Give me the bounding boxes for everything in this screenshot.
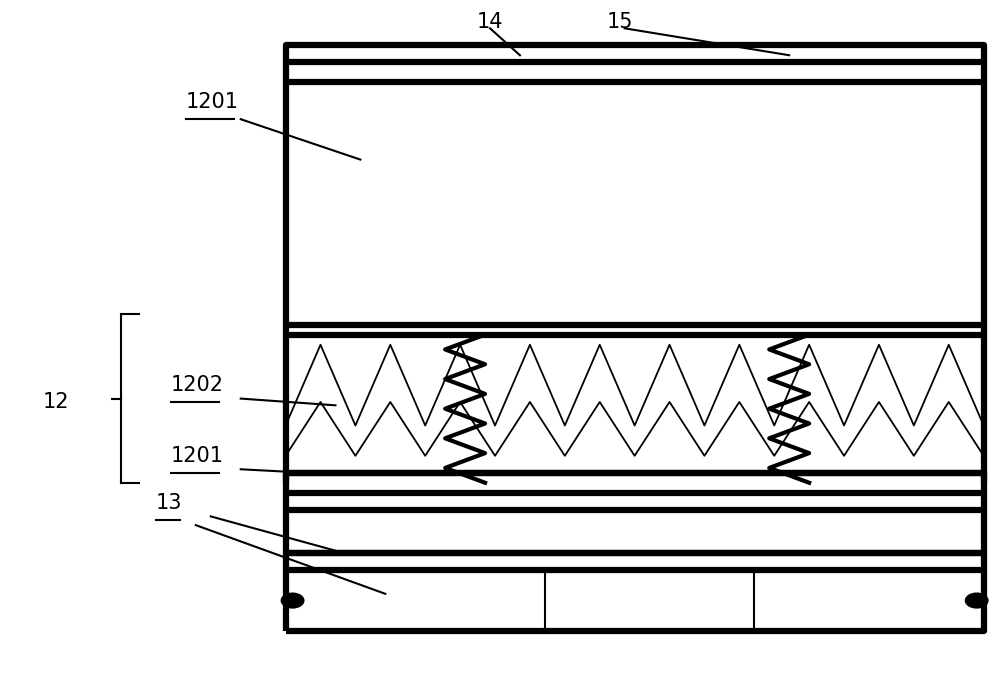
Text: 1201: 1201 bbox=[186, 93, 239, 112]
Text: 1202: 1202 bbox=[171, 375, 224, 395]
Text: 15: 15 bbox=[606, 11, 633, 32]
Text: 13: 13 bbox=[156, 493, 182, 513]
Text: 14: 14 bbox=[477, 11, 503, 32]
Text: 12: 12 bbox=[43, 392, 69, 412]
Circle shape bbox=[965, 592, 989, 608]
Circle shape bbox=[281, 592, 305, 608]
Text: 1201: 1201 bbox=[171, 446, 224, 466]
